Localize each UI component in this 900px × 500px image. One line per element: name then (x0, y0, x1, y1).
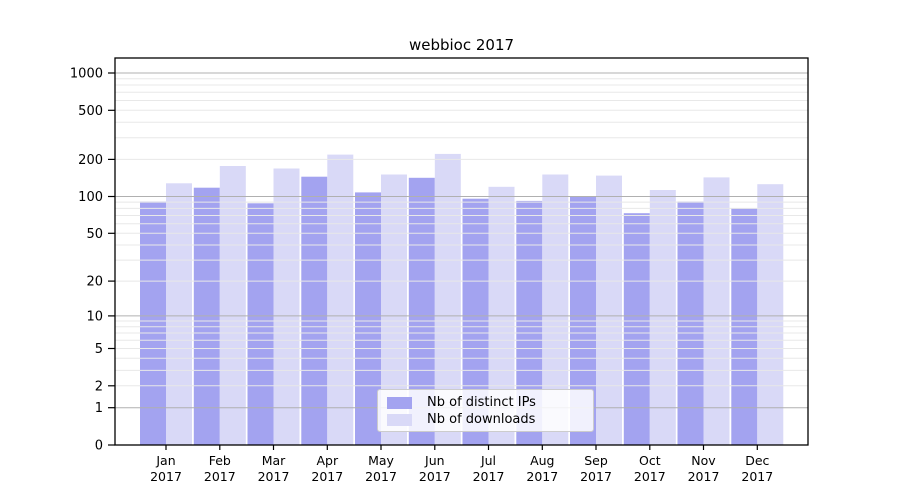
y-tick-label-5: 5 (95, 342, 103, 357)
y-tick-label-20: 20 (86, 275, 103, 290)
y-tick-label-1: 1 (95, 401, 103, 416)
x-tick-label-month-apr: Apr (316, 453, 338, 468)
legend: Nb of distinct IPs Nb of downloads (377, 389, 594, 432)
bar-jan-distinct-ips (140, 201, 166, 445)
bar-nov-distinct-ips (677, 201, 704, 445)
bar-feb-downloads (219, 166, 246, 445)
bar-apr-distinct-ips (301, 176, 328, 445)
legend-swatch-distinct-ips (387, 396, 412, 409)
y-tick-label-0: 0 (95, 439, 103, 454)
y-tick-label-2: 2 (95, 379, 103, 394)
y-tick-label-10: 10 (86, 309, 103, 324)
y-tick-label-50: 50 (86, 227, 103, 242)
x-tick-label-month-mar: Mar (262, 453, 286, 468)
x-tick-label-year-nov: 2017 (688, 469, 720, 484)
x-tick-label-year-mar: 2017 (258, 469, 290, 484)
x-tick-label-month-aug: Aug (530, 453, 554, 468)
y-tick-label-1000: 1000 (70, 67, 103, 82)
legend-row-distinct-ips: Nb of distinct IPs (387, 394, 593, 411)
x-tick-label-month-dec: Dec (745, 453, 769, 468)
x-tick-label-month-jul: Jul (480, 453, 496, 468)
x-tick-label-month-may: May (368, 453, 394, 468)
x-tick-label-month-jan: Jan (155, 453, 175, 468)
y-tick-label-100: 100 (78, 190, 103, 205)
bar-mar-distinct-ips (247, 203, 274, 445)
bar-sep-downloads (596, 175, 622, 445)
chart-title: webbioc 2017 (408, 36, 515, 54)
x-tick-label-year-aug: 2017 (526, 469, 558, 484)
x-tick-label-month-nov: Nov (691, 453, 716, 468)
x-tick-label-year-apr: 2017 (311, 469, 343, 484)
bar-oct-downloads (649, 190, 676, 445)
x-tick-label-year-jun: 2017 (419, 469, 451, 484)
x-tick-label-month-oct: Oct (639, 453, 661, 468)
x-tick-label-year-dec: 2017 (741, 469, 773, 484)
x-tick-label-year-jul: 2017 (473, 469, 505, 484)
legend-row-downloads: Nb of downloads (387, 411, 593, 428)
x-tick-label-year-oct: 2017 (634, 469, 666, 484)
plot-frame (114, 57, 809, 446)
bar-nov-downloads (703, 177, 730, 445)
x-tick-label-month-feb: Feb (209, 453, 231, 468)
legend-label-downloads: Nb of downloads (427, 412, 536, 427)
bar-may-distinct-ips (355, 192, 381, 445)
x-tick-label-month-jun: Jun (424, 453, 445, 468)
y-tick-label-500: 500 (78, 104, 103, 119)
bar-oct-distinct-ips (623, 213, 650, 445)
x-tick-label-year-may: 2017 (365, 469, 397, 484)
bar-apr-downloads (327, 154, 354, 445)
bar-jan-downloads (166, 183, 192, 446)
y-tick-label-200: 200 (78, 153, 103, 168)
bar-mar-downloads (273, 168, 300, 445)
x-tick-label-year-jan: 2017 (150, 469, 182, 484)
legend-swatch-downloads (387, 413, 412, 426)
x-tick-label-year-sep: 2017 (580, 469, 612, 484)
bar-dec-downloads (757, 184, 784, 445)
x-tick-label-month-sep: Sep (584, 453, 608, 468)
x-tick-label-year-feb: 2017 (204, 469, 236, 484)
legend-label-distinct-ips: Nb of distinct IPs (427, 395, 536, 410)
